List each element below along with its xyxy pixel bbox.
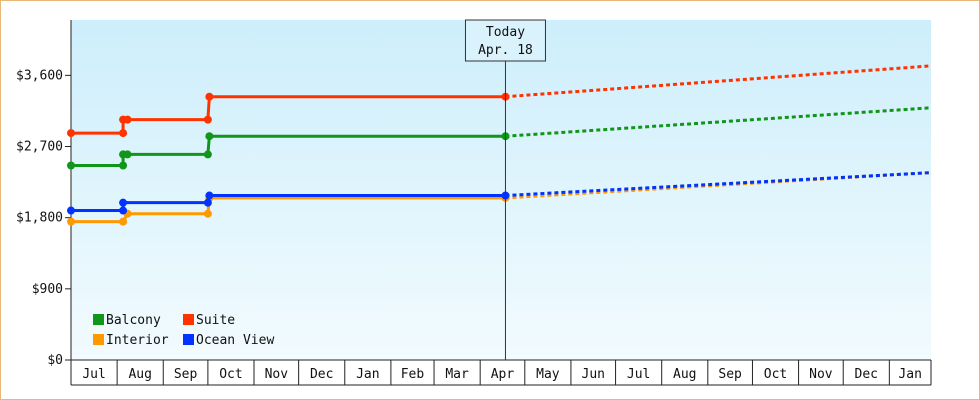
x-tick-label: Dec <box>855 367 878 382</box>
data-point <box>67 206 75 215</box>
plot-area <box>71 20 931 360</box>
series-line <box>71 194 506 213</box>
x-tick-label: Apr <box>491 367 515 382</box>
x-tick-label: Jan <box>898 367 921 382</box>
y-tick-label: $900 <box>32 282 63 297</box>
data-point <box>67 217 75 226</box>
x-tick-label: Jan <box>356 367 379 382</box>
data-point <box>123 150 132 159</box>
data-point <box>119 206 128 215</box>
data-point <box>203 209 212 218</box>
x-tick-label: Sep <box>174 367 198 382</box>
x-tick-label: Jun <box>582 367 605 382</box>
legend-swatch <box>93 314 104 325</box>
data-point <box>119 198 128 207</box>
legend-swatch <box>183 334 194 345</box>
y-tick-label: $0 <box>47 353 63 368</box>
data-point <box>119 217 128 226</box>
data-point <box>119 161 128 170</box>
today-title: Today <box>486 25 525 40</box>
data-point <box>67 161 75 170</box>
series-line <box>71 196 506 224</box>
legend-label: Interior <box>106 333 169 348</box>
data-point <box>203 150 212 159</box>
legend-label: Balcony <box>106 313 161 328</box>
x-tick-label: Sep <box>718 367 742 382</box>
legend-label: Suite <box>196 313 235 328</box>
x-tick-label: Mar <box>445 367 469 382</box>
data-point <box>205 92 214 101</box>
data-point <box>205 191 214 200</box>
x-tick-label: Jul <box>627 367 650 382</box>
y-tick-label: $2,700 <box>16 140 63 155</box>
y-tick-label: $3,600 <box>16 68 63 83</box>
legend-item: Balcony <box>93 313 161 328</box>
series-forecast-line <box>505 64 932 99</box>
data-point <box>203 198 212 207</box>
today-box <box>464 19 546 62</box>
x-tick-label: Feb <box>401 367 425 382</box>
today-date: Apr. 18 <box>478 43 533 58</box>
series-suite <box>67 64 932 138</box>
series-forecast-line <box>505 171 932 198</box>
x-tick-label: Oct <box>219 367 242 382</box>
legend-item: Ocean View <box>183 333 274 348</box>
x-tick-label: Nov <box>265 367 289 382</box>
x-tick-label: Nov <box>809 367 833 382</box>
data-point <box>123 115 132 124</box>
data-point <box>205 132 214 141</box>
x-tick-label: Dec <box>310 367 333 382</box>
legend-item: Suite <box>183 313 235 328</box>
legend-swatch <box>183 314 194 325</box>
data-point <box>203 115 212 124</box>
legend-item: Interior <box>93 333 169 348</box>
x-tick-label: Jul <box>82 367 105 382</box>
x-tick-label: Aug <box>673 367 696 382</box>
series-balcony <box>67 106 932 170</box>
x-tick-label: Aug <box>128 367 151 382</box>
data-point <box>67 129 75 138</box>
x-tick-label: Oct <box>764 367 787 382</box>
data-point <box>119 129 128 138</box>
legend-label: Ocean View <box>196 333 274 348</box>
series-forecast-line <box>505 106 932 138</box>
legend-swatch <box>93 334 104 345</box>
series-ocean-view <box>67 171 932 215</box>
x-tick-label: May <box>536 367 560 382</box>
y-tick-label: $1,800 <box>16 211 63 226</box>
